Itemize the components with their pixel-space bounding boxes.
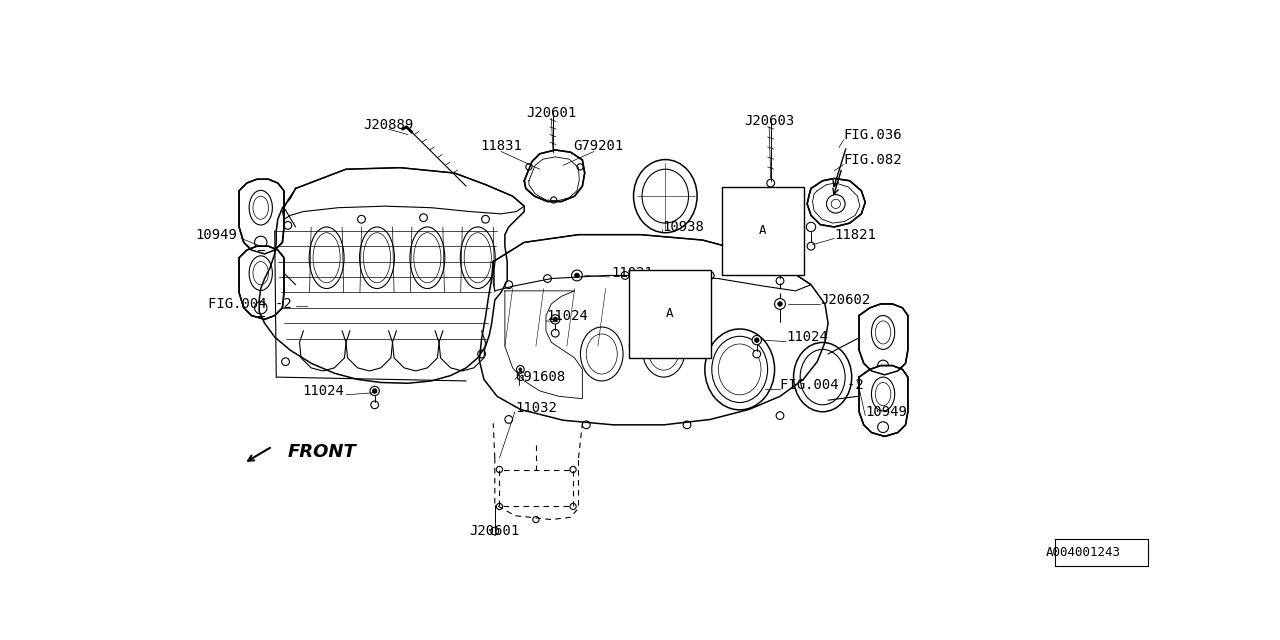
Circle shape	[504, 415, 512, 423]
Circle shape	[575, 273, 580, 278]
Circle shape	[526, 164, 532, 170]
Circle shape	[255, 236, 268, 248]
Circle shape	[282, 358, 289, 365]
Text: FIG.036: FIG.036	[844, 127, 902, 141]
Circle shape	[357, 216, 365, 223]
Text: 11024: 11024	[302, 384, 344, 398]
Circle shape	[767, 179, 774, 187]
Circle shape	[504, 281, 512, 289]
Circle shape	[477, 350, 485, 358]
Polygon shape	[239, 179, 284, 254]
Circle shape	[572, 270, 582, 281]
Text: 10949: 10949	[196, 228, 238, 242]
Text: FIG.004 -2: FIG.004 -2	[780, 378, 864, 392]
Text: G91608: G91608	[515, 370, 566, 384]
Ellipse shape	[634, 159, 698, 233]
Circle shape	[878, 360, 888, 371]
Text: FRONT: FRONT	[288, 443, 357, 461]
Polygon shape	[525, 150, 585, 202]
Circle shape	[481, 216, 489, 223]
Circle shape	[370, 387, 379, 396]
Text: 11032: 11032	[515, 401, 557, 415]
Circle shape	[878, 422, 888, 433]
Text: A: A	[759, 224, 767, 237]
Polygon shape	[239, 246, 284, 319]
Circle shape	[753, 350, 760, 358]
Text: A004001243: A004001243	[1046, 546, 1121, 559]
Text: J20601: J20601	[470, 524, 520, 538]
Ellipse shape	[794, 342, 851, 412]
Text: FIG.082: FIG.082	[844, 153, 902, 167]
Circle shape	[776, 277, 783, 285]
Polygon shape	[859, 365, 908, 436]
Text: 11831: 11831	[480, 139, 522, 153]
Text: J20601: J20601	[526, 106, 576, 120]
Circle shape	[753, 335, 762, 345]
Circle shape	[621, 271, 628, 279]
Circle shape	[550, 315, 559, 324]
Circle shape	[577, 164, 584, 170]
Circle shape	[707, 271, 714, 279]
Circle shape	[827, 195, 845, 213]
Text: 11021: 11021	[611, 266, 653, 280]
Ellipse shape	[705, 329, 774, 410]
Circle shape	[552, 330, 559, 337]
Circle shape	[544, 275, 552, 282]
Polygon shape	[808, 179, 865, 227]
Circle shape	[550, 197, 557, 203]
Circle shape	[778, 301, 782, 307]
Circle shape	[420, 214, 428, 221]
Circle shape	[806, 222, 815, 232]
Circle shape	[372, 388, 378, 393]
Circle shape	[284, 221, 292, 229]
Polygon shape	[859, 304, 908, 375]
Circle shape	[684, 421, 691, 429]
Text: G79201: G79201	[573, 139, 623, 153]
Circle shape	[492, 527, 499, 535]
Text: 11024: 11024	[547, 308, 588, 323]
Text: A: A	[666, 307, 673, 321]
Circle shape	[518, 368, 522, 371]
Circle shape	[808, 243, 815, 250]
Circle shape	[776, 412, 783, 419]
Text: J20603: J20603	[744, 115, 795, 129]
Text: J20889: J20889	[364, 118, 413, 132]
Text: J20602: J20602	[820, 293, 870, 307]
Text: 10938: 10938	[662, 220, 704, 234]
Circle shape	[255, 301, 268, 314]
Text: FIG.004 -2: FIG.004 -2	[207, 297, 292, 311]
Circle shape	[371, 401, 379, 409]
Circle shape	[774, 298, 786, 309]
Circle shape	[754, 338, 759, 342]
Text: 11024: 11024	[786, 330, 828, 344]
Circle shape	[517, 365, 525, 373]
Circle shape	[553, 317, 558, 322]
Circle shape	[582, 421, 590, 429]
Text: 10949: 10949	[865, 404, 908, 419]
Text: 11821: 11821	[835, 228, 876, 242]
